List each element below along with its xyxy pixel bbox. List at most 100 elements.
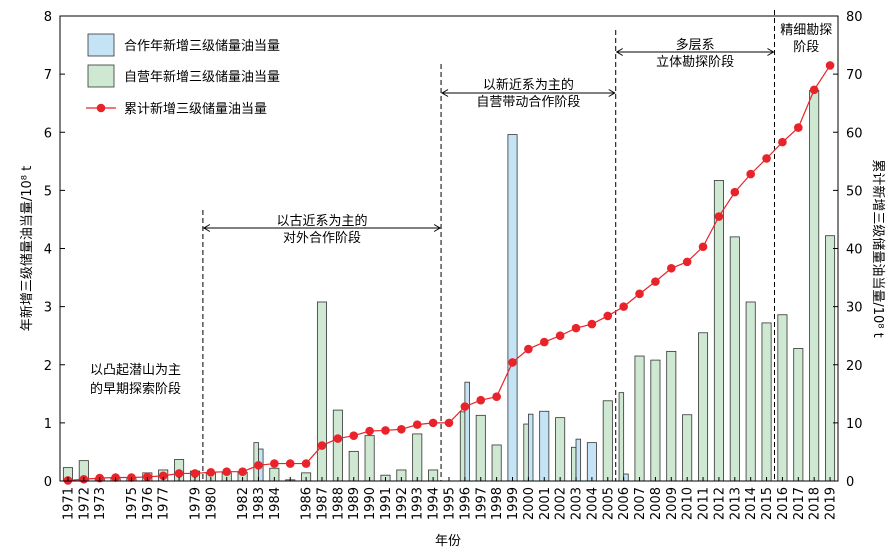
bar-self-2005 [602,400,613,482]
y-right-tick-label: 10 [846,417,863,432]
y-left-tick-label: 0 [44,475,52,490]
arrowhead-right-icon [433,224,442,232]
x-tick-label: 1997 [474,487,489,520]
cumulative-point-1988 [333,434,343,443]
cumulative-point-1979 [190,469,200,478]
bar-self-2002 [555,417,566,482]
cumulative-point-1991 [381,426,390,435]
x-tick-label: 1975 [125,487,140,520]
arrowhead-left-icon [202,224,211,232]
x-tick-label: 2018 [808,487,823,520]
cumulative-point-2018 [809,85,819,95]
y-left-tick-label: 6 [44,126,52,141]
cumulative-point-2006 [619,302,628,311]
x-tick-label: 1973 [93,487,108,520]
x-axis-title: 年份 [435,534,461,549]
cumulative-point-1989 [349,431,359,440]
phase-label: 自营带动合作阶段 [476,95,580,110]
cumulative-point-1993 [412,420,422,429]
cumulative-point-2019 [825,61,835,70]
y-right-axis-title: 累计新增三级储量油当量/10⁸ t [870,159,886,337]
y-right-tick-label: 80 [846,10,863,25]
x-tick-label: 1986 [300,487,315,520]
bar-self-2003 [571,446,577,482]
bar-self-1997 [475,414,486,482]
y-right-tick-label: 40 [846,243,863,258]
cumulative-point-1976 [143,472,152,482]
legend-swatch-cooperation [87,33,115,57]
cumulative-point-1999 [508,358,517,367]
x-tick-label: 2004 [585,487,600,520]
bar-self-2006 [618,392,625,482]
x-tick-label: 2001 [538,487,553,520]
phase-label: 以凸起潜山为主 [90,363,181,378]
bar-coop-2004 [586,442,597,482]
bar-coop-2000 [527,413,534,482]
cumulative-point-1992 [397,424,406,434]
legend-label-cooperation: 合作年新增三级储量油当量 [124,38,280,54]
x-tick-label: 2019 [824,487,839,520]
cumulative-point-1981 [222,467,232,477]
cumulative-point-1994 [428,418,438,428]
legend-swatch-cumulative-point [96,103,106,113]
phase-label: 阶段 [793,40,819,55]
cumulative-point-1982 [238,467,247,477]
cumulative-point-1987 [317,441,327,450]
cumulative-point-2017 [794,123,803,132]
x-tick-label: 1993 [411,487,426,520]
y-left-tick-label: 1 [44,417,52,432]
x-tick-label: 2007 [633,487,648,520]
y-right-tick-label: 50 [846,184,863,199]
x-tick-label: 1982 [236,487,251,520]
y-left-tick-label: 8 [44,10,52,25]
cumulative-point-1990 [365,426,374,436]
phase-label: 以新近系为主的 [483,77,574,93]
bar-self-1989 [348,450,359,482]
x-tick-label: 2016 [776,487,791,520]
bar-coop-1996 [464,381,470,482]
x-tick-label: 2015 [760,487,775,520]
bar-self-2019 [825,235,836,482]
cumulative-point-2007 [635,289,644,299]
x-tick-label: 2013 [728,487,743,520]
bar-self-2010 [682,414,693,482]
x-tick-label: 1979 [188,487,203,520]
legend-label-self-operated: 自营年新增三级储量油当量 [124,69,280,85]
x-tick-label: 1996 [458,487,473,520]
x-tick-label: 2017 [792,487,807,520]
y-left-tick-label: 5 [44,184,52,199]
bar-coop-1999 [507,134,518,482]
x-tick-label: 1991 [379,487,394,520]
x-tick-label: 1998 [490,487,505,520]
x-tick-label: 1971 [61,487,76,520]
x-tick-label: 2012 [712,487,727,520]
cumulative-point-2005 [603,311,613,321]
cumulative-point-2009 [666,263,676,273]
bar-self-2000 [523,423,529,482]
bar-self-1990 [364,435,375,482]
x-tick-label: 2005 [601,487,616,520]
y-left-tick-label: 3 [44,301,52,316]
arrowhead-right-icon [608,89,616,97]
bar-self-2018 [809,90,820,482]
legend-swatch-self-operated [87,64,115,88]
x-tick-label: 1988 [331,487,346,520]
phase-label: 的早期探索阶段 [90,381,181,397]
cumulative-point-1984 [270,459,279,468]
x-tick-label: 2006 [617,487,632,520]
bar-self-2009 [666,350,677,482]
x-tick-label: 2003 [570,487,585,520]
cumulative-point-1996 [460,402,470,411]
phase-label: 多层系 [676,37,715,53]
y-right-tick-label: 30 [846,301,863,316]
x-tick-label: 1987 [315,487,330,520]
cumulative-point-2013 [730,187,740,197]
y-left-tick-label: 2 [44,359,52,374]
cumulative-point-1997 [476,395,486,405]
bar-self-1998 [491,444,502,482]
x-tick-label: 1995 [443,487,458,520]
cumulative-point-1977 [158,471,168,481]
